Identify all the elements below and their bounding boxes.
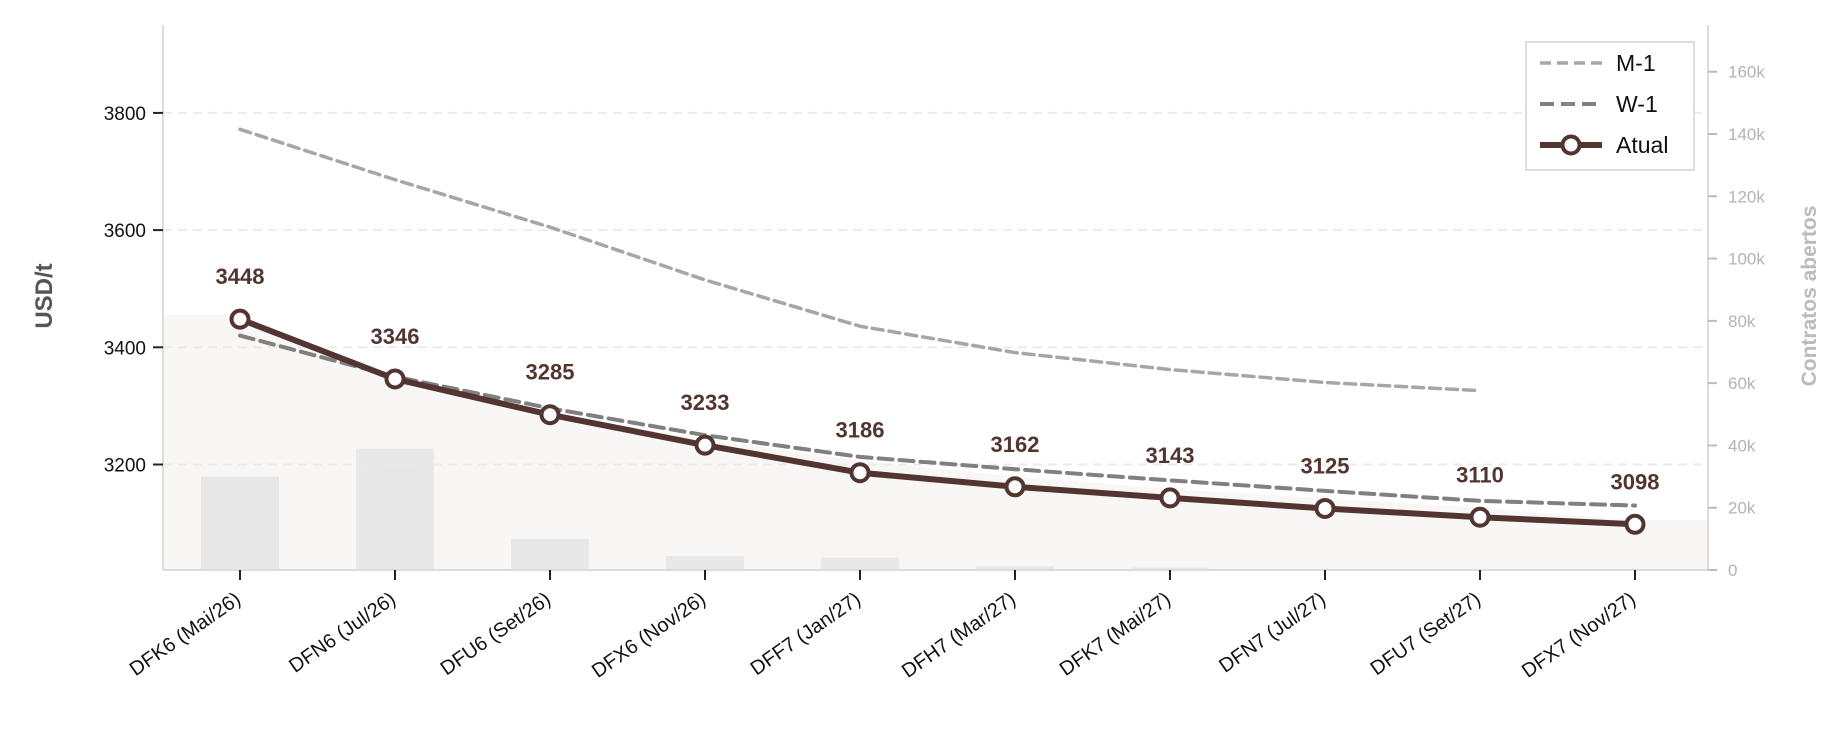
y-tick-label: 3200 <box>104 456 146 477</box>
atual-point <box>539 404 561 426</box>
atual-point <box>384 368 406 390</box>
data-labels: 3448 3346 3285 3233 3186 3162 3143 3125 3110 3098 <box>216 264 1660 494</box>
data-label: 3233 <box>681 390 730 415</box>
series-line-atual <box>237 316 1638 528</box>
atual-point <box>849 462 871 484</box>
open-interest-bar <box>821 557 899 570</box>
open-interest-bar <box>666 555 744 570</box>
atual-point <box>1469 506 1491 528</box>
x-tick-label: DFN6 (Jul/26) <box>285 588 400 677</box>
legend-label-m1: M-1 <box>1616 50 1656 76</box>
grid-lines <box>163 111 1708 466</box>
atual-point <box>1159 487 1181 509</box>
data-label: 3098 <box>1611 469 1660 494</box>
data-label: 3143 <box>1146 443 1195 468</box>
y2-tick-label: 140k <box>1728 125 1765 144</box>
x-tick-label: DFX6 (Nov/26) <box>588 588 710 683</box>
y2-tick-label: 120k <box>1728 187 1765 206</box>
x-tick-label: DFF7 (Jan/27) <box>747 588 865 680</box>
data-label: 3125 <box>1301 453 1350 478</box>
data-label: 3110 <box>1456 462 1504 487</box>
data-label: 3448 <box>216 264 265 289</box>
series-lines <box>237 127 1638 528</box>
y2-tick-label: 160k <box>1728 63 1765 82</box>
open-interest-bar <box>356 448 434 570</box>
series-markers <box>229 308 1646 535</box>
x-tick-label: DFU6 (Set/26) <box>437 588 555 680</box>
legend: M-1 W-1 Atual <box>1525 41 1695 171</box>
y2-tick-label: 0 <box>1728 561 1737 580</box>
legend-swatch-atual-marker <box>1560 134 1582 156</box>
open-interest-bars <box>201 448 1209 570</box>
series-line-m1 <box>238 127 1482 393</box>
x-tick-label: DFK6 (Mai/26) <box>126 588 245 681</box>
y-axis-label: USD/t <box>31 263 58 328</box>
data-label: 3346 <box>371 324 420 349</box>
open-interest-bar <box>511 538 589 570</box>
y-tick-label: 3400 <box>104 338 146 359</box>
data-label: 3186 <box>836 418 885 443</box>
y2-axis-label: Contratos abertos <box>1798 206 1821 387</box>
y-tick-label: 3600 <box>104 221 146 242</box>
axes: 3200 3400 3600 3800 0 20k 40k 60k 80k 100k 120k 140… <box>104 25 1765 683</box>
series-line-w1 <box>238 333 1637 508</box>
open-interest-bar <box>201 476 279 570</box>
y-tick-label: 3800 <box>104 104 146 125</box>
data-label: 3285 <box>526 360 575 385</box>
y2-tick-label: 80k <box>1728 312 1756 331</box>
legend-label-w1: W-1 <box>1616 91 1658 117</box>
x-tick-label: DFH7 (Mar/27) <box>898 588 1020 683</box>
x-tick-label: DFX7 (Nov/27) <box>1518 588 1640 683</box>
open-interest-bar <box>1131 567 1209 570</box>
atual-point <box>229 308 251 330</box>
x-tick-label: DFK7 (Mai/27) <box>1056 588 1175 681</box>
atual-point <box>1314 497 1336 519</box>
y2-tick-label: 40k <box>1728 436 1756 455</box>
atual-point <box>1624 513 1646 535</box>
open-interest-bar <box>976 566 1054 570</box>
data-label: 3162 <box>991 432 1040 457</box>
atual-point <box>694 434 716 456</box>
y2-tick-label: 100k <box>1728 250 1765 269</box>
x-tick-label: DFU7 (Set/27) <box>1367 588 1485 680</box>
y2-tick-label: 60k <box>1728 374 1756 393</box>
x-tick-label: DFN7 (Jul/27) <box>1215 588 1330 677</box>
y2-tick-label: 20k <box>1728 499 1756 518</box>
legend-label-atual: Atual <box>1616 132 1668 158</box>
atual-point <box>1004 476 1026 498</box>
